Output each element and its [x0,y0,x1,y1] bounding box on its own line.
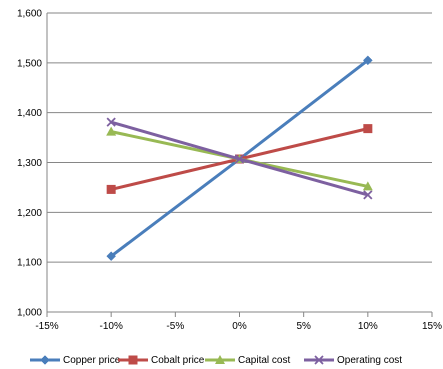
x-tick-label: -10% [99,321,122,332]
gridlines [47,12,432,263]
x-tick-label: -15% [35,321,58,332]
x-tick-label: 5% [296,321,311,332]
legend: Copper price Cobalt price Capital cost Oper… [30,355,402,366]
y-tick-label: 1,400 [17,108,42,119]
y-axis-tick-labels: 1,000 1,100 1,200 1,300 1,400 1,500 1,600 [17,9,42,319]
axes [46,13,433,317]
data-point-operating-cost [234,154,245,164]
y-tick-label: 1,500 [17,58,42,69]
y-tick-label: 1,100 [17,258,42,269]
legend-item-capital-cost: Capital cost [205,355,290,366]
x-axis-tick-labels: -15% -10% -5% 0% 5% 10% 15% [35,321,442,332]
legend-marker [128,355,138,365]
data-point-cobalt-price [363,124,373,134]
legend-label: Cobalt price [151,355,205,366]
legend-item-operating-cost: Operating cost [304,355,402,366]
x-tick-label: 15% [422,321,442,332]
data-point-operating-cost [363,190,373,200]
y-tick-label: 1,200 [17,208,42,219]
marker-stroke [363,190,373,200]
x-tick-label: 0% [232,321,247,332]
x-tick-label: 10% [358,321,378,332]
legend-marker [314,355,324,365]
legend-label: Copper price [63,355,121,366]
y-tick-label: 1,300 [17,158,42,169]
legend-marker [40,355,50,365]
legend-label: Operating cost [337,355,402,366]
data-point-operating-cost [106,117,116,127]
x-tick-label: -5% [166,321,184,332]
plot-area [106,55,373,262]
legend-item-cobalt-price: Cobalt price [118,355,205,366]
data-point-copper-price [362,55,373,66]
data-point-capital-cost [106,126,117,136]
legend-item-copper-price: Copper price [30,355,121,366]
marker-stroke [234,154,245,164]
marker-stroke [106,117,116,127]
data-point-cobalt-price [106,184,116,194]
legend-label: Capital cost [238,355,290,366]
legend-marker [215,355,225,364]
marker-stroke [314,355,324,365]
data-point-copper-price [106,251,117,262]
y-tick-label: 1,600 [17,9,42,20]
y-tick-label: 1,000 [17,308,42,319]
data-point-capital-cost [362,181,373,191]
